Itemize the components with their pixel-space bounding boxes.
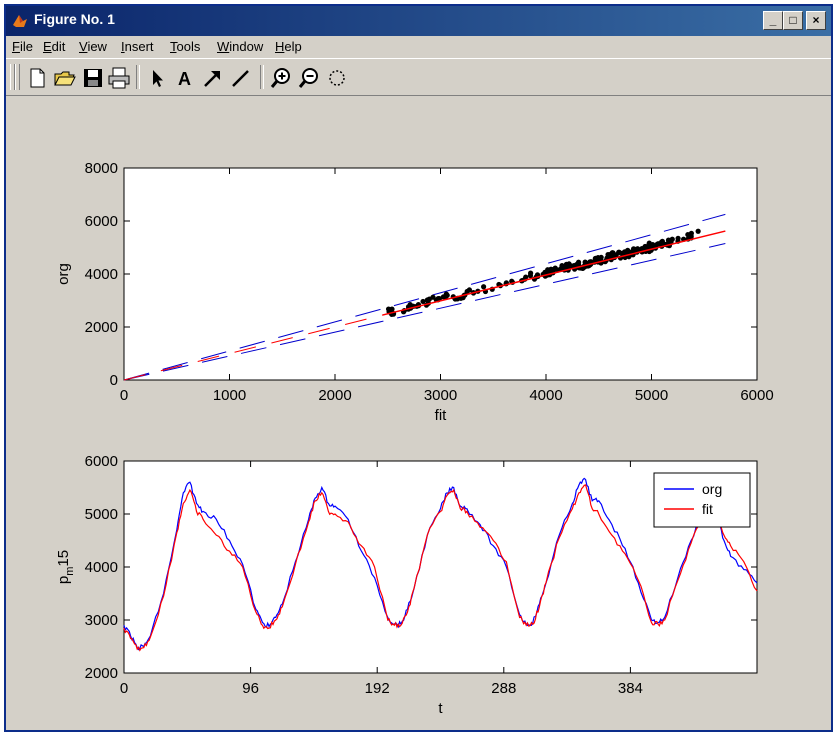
scatter-point [659,238,665,244]
menu-tools[interactable]: Tools [170,39,201,54]
maximize-button[interactable]: □ [783,11,803,30]
minimize-button[interactable]: _ [763,11,783,30]
plot-area [123,167,758,381]
toolbar-separator-2 [260,65,264,89]
zoom-in-icon[interactable] [268,65,294,91]
scatter-point [596,255,602,262]
scatter-point [435,295,441,302]
scatter-point [466,287,473,293]
scatter-point [545,267,551,273]
title-bar[interactable]: Figure No. 1 _ □ × [6,6,831,36]
scatter-axes: 0 1000 2000 3000 4000 5000 6000 0 2000 4000 6000 80… [55,160,774,424]
toolbar: A [6,58,831,96]
timeseries-axes: 0 96 192 288 384 2000 3000 4000 5000 6000 t pm15 org… [55,453,758,717]
x-tick-label: 5000 [635,387,668,404]
toolbar-separator [136,65,140,89]
y-tick-label: 0 [110,372,118,389]
print-icon[interactable] [106,65,132,91]
line-icon[interactable] [228,65,254,91]
lower-bound-line [123,243,726,381]
toolbar-grip[interactable] [10,64,15,90]
legend-box [653,472,751,528]
x-tick-label: 2000 [318,387,351,404]
menu-window[interactable]: Window [217,39,264,54]
x-tick-label: 192 [365,680,390,697]
zoom-out-icon[interactable] [296,65,322,91]
toolbar-grip-2[interactable] [15,64,20,90]
x-tick-label: 6000 [740,387,773,404]
close-button[interactable]: × [806,11,826,30]
figure-canvas: 0 1000 2000 3000 4000 5000 6000020004000600080… [55,160,774,717]
scatter-point [616,249,623,256]
menu-file[interactable]: File [12,39,33,54]
scatter-point [527,273,534,279]
save-icon[interactable] [80,65,106,91]
fit-line-extension [123,314,383,381]
scatter-point [550,267,557,274]
x-axis-label: t [438,700,443,717]
y-tick-label: 2000 [85,319,118,336]
menu-edit[interactable]: Edit [43,39,66,54]
x-tick-label: 288 [491,680,516,697]
x-tick-label: 384 [618,680,643,697]
y-tick-label: 5000 [85,506,118,523]
arrow-icon[interactable] [200,65,226,91]
x-tick-label: 96 [242,680,259,697]
scatter-point [630,246,637,252]
x-axis-label: fit [435,407,448,424]
scatter-point [430,294,436,300]
window-title: Figure No. 1 [34,11,115,27]
x-tick-label: 3000 [424,387,457,404]
upper-bound-line [123,213,726,381]
scatter-point [563,264,569,270]
y-tick-label: 2000 [85,665,118,682]
legend-label-org: org [702,481,722,497]
x-tick-label: 4000 [529,387,562,404]
select-arrow-icon[interactable] [144,65,170,91]
fit-line [382,230,726,316]
scatter-point [650,242,656,248]
y-tick-label: 4000 [85,559,118,576]
scatter-point [559,265,565,272]
scatter-point [442,294,449,300]
new-file-icon[interactable] [24,65,50,91]
y-tick-label: 6000 [85,213,118,230]
scatter-point [666,239,672,245]
svg-text:A: A [178,69,191,89]
scatter-point [424,297,430,303]
y-axis-label: pm15 [55,550,76,584]
scatter-point [481,284,487,290]
y-tick-label: 8000 [85,160,118,177]
x-tick-label: 1000 [213,387,246,404]
menu-bar: File Edit View Insert Tools Window Help [6,36,831,58]
scatter-point [610,250,616,256]
x-tick-label: 0 [120,387,128,404]
scatter-point [420,298,426,305]
menu-help[interactable]: Help [275,39,302,54]
plot-area [123,460,758,674]
rotate-icon[interactable] [324,65,350,91]
series-fit-line [123,484,758,652]
legend-label-fit: fit [702,501,713,517]
scatter-point [575,259,582,265]
scatter-point [695,228,701,234]
y-tick-label: 6000 [85,453,118,470]
text-icon[interactable]: A [172,65,198,91]
scatter-point [688,233,694,239]
open-folder-icon[interactable] [52,65,78,91]
y-tick-label: 3000 [85,612,118,629]
menu-insert[interactable]: Insert [121,39,154,54]
x-tick-label: 0 [120,680,128,697]
y-axis-label: org [55,263,72,285]
menu-view[interactable]: View [79,39,107,54]
matlab-logo-icon [13,15,27,27]
figure-window: Figure No. 1 _ □ × File Edit View Insert… [4,4,833,732]
y-tick-label: 4000 [85,266,118,283]
